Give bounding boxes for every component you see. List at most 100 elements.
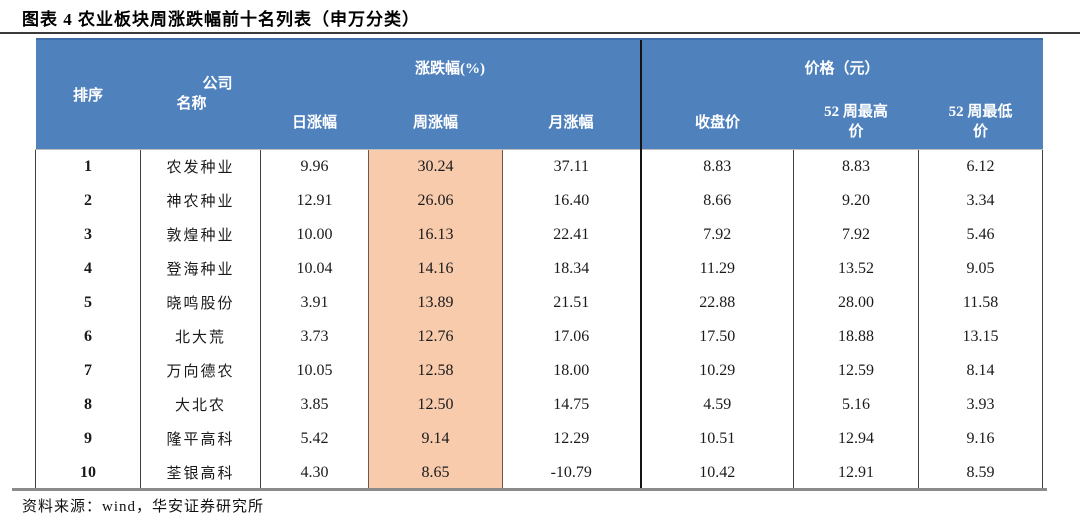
low52-cell: 11.58 — [918, 285, 1044, 320]
page-title: 图表 4 农业板块周涨跌幅前十名列表（申万分类） — [22, 10, 420, 29]
daily-change-cell: 3.85 — [260, 387, 369, 422]
header-price-group: 价格（元） — [639, 38, 1043, 95]
weekly-change-cell: 12.76 — [368, 319, 503, 354]
source-note: 资料来源：wind，华安证券研究所 — [22, 499, 265, 515]
daily-change-cell: 5.42 — [260, 421, 369, 456]
company-cell: 北大荒 — [140, 319, 261, 354]
close-price-cell: 17.50 — [639, 319, 794, 354]
high52-cell: 9.20 — [793, 183, 919, 218]
company-cell: 登海种业 — [140, 251, 261, 286]
close-price-cell: 4.59 — [639, 387, 794, 422]
daily-change-cell: 10.05 — [260, 353, 369, 388]
close-price-cell: 8.83 — [639, 149, 794, 184]
company-cell: 敦煌种业 — [140, 217, 261, 252]
monthly-change-cell: 14.75 — [501, 387, 641, 422]
table-row: 6 北大荒 3.73 12.76 17.06 17.50 18.88 13.15 — [35, 319, 1044, 354]
monthly-change-cell: -10.79 — [501, 455, 641, 490]
title-underline — [0, 32, 1080, 34]
high52-cell: 12.59 — [793, 353, 919, 388]
close-price-cell: 7.92 — [639, 217, 794, 252]
high52-cell: 28.00 — [793, 285, 919, 320]
weekly-change-cell: 26.06 — [368, 183, 503, 218]
company-cell: 农发种业 — [140, 149, 261, 184]
low52-cell: 9.16 — [918, 421, 1044, 456]
table-row: 4 登海种业 10.04 14.16 18.34 11.29 13.52 9.0… — [35, 251, 1044, 286]
company-cell: 荃银高科 — [140, 455, 261, 490]
rank-cell: 2 — [35, 183, 141, 218]
rank-cell: 3 — [35, 217, 141, 252]
table-row: 10 荃银高科 4.30 8.65 -10.79 10.42 12.91 8.5… — [35, 455, 1044, 490]
header-change-group: 涨跌幅(%) — [260, 38, 641, 95]
header-52w-high-line2: 价 — [848, 123, 864, 140]
low52-cell: 3.34 — [918, 183, 1044, 218]
rank-cell: 10 — [35, 455, 141, 490]
table-row: 5 晓鸣股份 3.91 13.89 21.51 22.88 28.00 11.5… — [35, 285, 1044, 320]
table-bottom-rule — [12, 488, 1047, 491]
header-52w-low-line2: 价 — [973, 123, 989, 140]
table-row: 8 大北农 3.85 12.50 14.75 4.59 5.16 3.93 — [35, 387, 1044, 422]
daily-change-cell: 9.96 — [260, 149, 369, 184]
monthly-change-cell: 21.51 — [501, 285, 641, 320]
daily-change-cell: 10.00 — [260, 217, 369, 252]
weekly-change-cell: 8.65 — [368, 455, 503, 490]
low52-cell: 6.12 — [918, 149, 1044, 184]
company-cell: 万向德农 — [140, 353, 261, 388]
high52-cell: 5.16 — [793, 387, 919, 422]
company-cell: 大北农 — [140, 387, 261, 422]
table-row: 7 万向德农 10.05 12.58 18.00 10.29 12.59 8.1… — [35, 353, 1044, 388]
weekly-change-cell: 14.16 — [368, 251, 503, 286]
weekly-change-cell: 13.89 — [368, 285, 503, 320]
monthly-change-cell: 17.06 — [501, 319, 641, 354]
close-price-cell: 10.29 — [639, 353, 794, 388]
ranking-table-wrap: 排序 公司 名称 涨跌幅(%) 价格（元） 日涨幅 周涨幅 月涨幅 收盘价 52… — [35, 38, 1044, 490]
high52-cell: 18.88 — [793, 319, 919, 354]
table-header: 排序 公司 名称 涨跌幅(%) 价格（元） 日涨幅 周涨幅 月涨幅 收盘价 52… — [35, 38, 1043, 150]
table-row: 9 隆平高科 5.42 9.14 12.29 10.51 12.94 9.16 — [35, 421, 1044, 456]
header-52w-low: 52 周最低 价 — [918, 95, 1043, 150]
header-company-line2: 名称 — [176, 96, 207, 113]
weekly-change-cell: 12.58 — [368, 353, 503, 388]
close-price-cell: 10.42 — [639, 455, 794, 490]
high52-cell: 12.94 — [793, 421, 919, 456]
header-weekly-change: 周涨幅 — [368, 95, 503, 150]
close-price-cell: 10.51 — [639, 421, 794, 456]
company-cell: 隆平高科 — [140, 421, 261, 456]
header-company-line1: 公司 — [202, 76, 233, 93]
daily-change-cell: 3.73 — [260, 319, 369, 354]
high52-cell: 12.91 — [793, 455, 919, 490]
low52-cell: 8.59 — [918, 455, 1044, 490]
close-price-cell: 22.88 — [639, 285, 794, 320]
table-row: 2 神农种业 12.91 26.06 16.40 8.66 9.20 3.34 — [35, 183, 1044, 218]
daily-change-cell: 4.30 — [260, 455, 369, 490]
company-cell: 晓鸣股份 — [140, 285, 261, 320]
header-daily-change: 日涨幅 — [260, 95, 369, 150]
ranking-table: 排序 公司 名称 涨跌幅(%) 价格（元） 日涨幅 周涨幅 月涨幅 收盘价 52… — [35, 38, 1044, 490]
table-row: 3 敦煌种业 10.00 16.13 22.41 7.92 7.92 5.46 — [35, 217, 1044, 252]
low52-cell: 9.05 — [918, 251, 1044, 286]
close-price-cell: 11.29 — [639, 251, 794, 286]
rank-cell: 7 — [35, 353, 141, 388]
rank-cell: 1 — [35, 149, 141, 184]
header-close-price: 收盘价 — [639, 95, 794, 150]
rank-cell: 9 — [35, 421, 141, 456]
monthly-change-cell: 18.34 — [501, 251, 641, 286]
monthly-change-cell: 12.29 — [501, 421, 641, 456]
low52-cell: 8.14 — [918, 353, 1044, 388]
header-52w-high: 52 周最高 价 — [793, 95, 919, 150]
close-price-cell: 8.66 — [639, 183, 794, 218]
rank-cell: 6 — [35, 319, 141, 354]
high52-cell: 7.92 — [793, 217, 919, 252]
header-rank: 排序 — [35, 38, 141, 150]
high52-cell: 13.52 — [793, 251, 919, 286]
rank-cell: 5 — [35, 285, 141, 320]
low52-cell: 13.15 — [918, 319, 1044, 354]
high52-cell: 8.83 — [793, 149, 919, 184]
monthly-change-cell: 18.00 — [501, 353, 641, 388]
low52-cell: 5.46 — [918, 217, 1044, 252]
header-company: 公司 名称 — [140, 38, 261, 150]
monthly-change-cell: 22.41 — [501, 217, 641, 252]
monthly-change-cell: 37.11 — [501, 149, 641, 184]
company-cell: 神农种业 — [140, 183, 261, 218]
rank-cell: 4 — [35, 251, 141, 286]
daily-change-cell: 12.91 — [260, 183, 369, 218]
